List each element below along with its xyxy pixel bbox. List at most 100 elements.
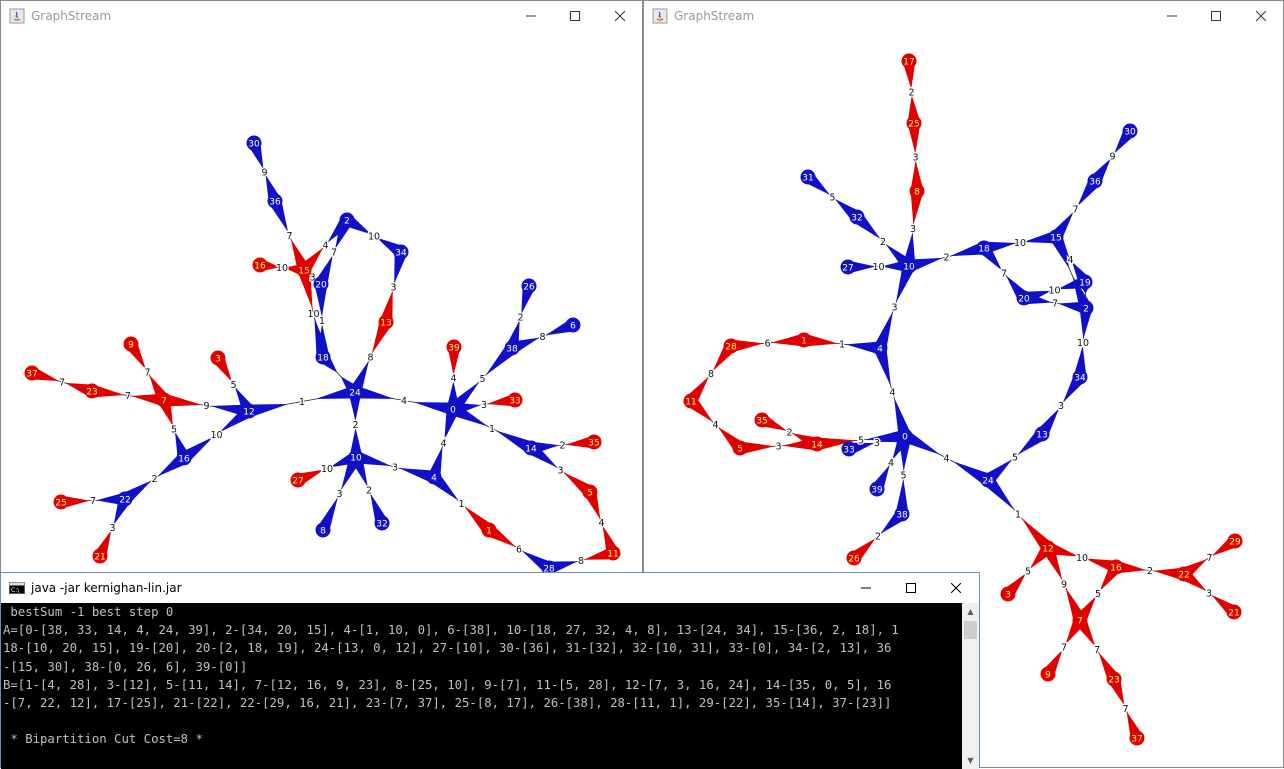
left-node-3[interactable]: 3 — [210, 350, 226, 366]
left-node-26[interactable]: 26 — [521, 278, 537, 294]
left-node-11[interactable]: 11 — [605, 545, 621, 561]
maximize-button-right[interactable] — [1193, 1, 1239, 31]
left-node-33[interactable]: 33 — [507, 392, 523, 408]
left-node-0[interactable]: 0 — [445, 401, 461, 417]
right-node-18[interactable]: 18 — [976, 240, 992, 256]
left-node-12[interactable]: 12 — [241, 403, 257, 419]
left-node-23[interactable]: 23 — [84, 383, 100, 399]
console-close-button[interactable] — [933, 573, 979, 603]
left-node-21[interactable]: 21 — [92, 548, 108, 564]
console-maximize-button[interactable] — [888, 573, 934, 603]
right-node-12[interactable]: 12 — [1040, 540, 1056, 556]
left-node-32[interactable]: 32 — [374, 515, 390, 531]
left-node-7[interactable]: 7 — [156, 392, 172, 408]
right-node-21[interactable]: 21 — [1226, 604, 1242, 620]
left-node-34[interactable]: 34 — [393, 244, 409, 260]
console-output[interactable]: bestSum -1 best step 0 A=[0-[38, 33, 14, … — [1, 603, 965, 769]
left-node-9[interactable]: 9 — [123, 336, 139, 352]
left-node-25[interactable]: 25 — [53, 494, 69, 510]
right-node-9[interactable]: 9 — [1040, 666, 1056, 682]
right-node-24[interactable]: 24 — [980, 472, 996, 488]
right-node-16[interactable]: 16 — [1108, 559, 1124, 575]
right-node-0[interactable]: 0 — [897, 428, 913, 444]
left-node-22[interactable]: 22 — [117, 491, 133, 507]
close-button-left[interactable] — [597, 1, 643, 31]
left-node-16[interactable]: 16 — [176, 450, 192, 466]
console-window[interactable]: C:\ java -jar kernighan-lin.jar bestSum … — [0, 572, 980, 769]
right-node-23[interactable]: 23 — [1106, 671, 1122, 687]
left-node-4[interactable]: 4 — [426, 469, 442, 485]
console-scrollbar[interactable]: ▲ ▼ — [962, 603, 979, 769]
left-node-18[interactable]: 18 — [315, 349, 331, 365]
minimize-icon — [1167, 15, 1177, 17]
right-node-11[interactable]: 11 — [683, 393, 699, 409]
scroll-down-icon[interactable]: ▼ — [967, 756, 974, 765]
right-node-34[interactable]: 34 — [1072, 369, 1088, 385]
right-node-5[interactable]: 5 — [732, 440, 748, 456]
right-node-27[interactable]: 27 — [840, 259, 856, 275]
minimize-button-left[interactable] — [508, 1, 554, 31]
left-node-8[interactable]: 8 — [315, 522, 331, 538]
right-node-33[interactable]: 33 — [841, 441, 857, 457]
right-node-4[interactable]: 4 — [872, 340, 888, 356]
left-node-10[interactable]: 10 — [348, 449, 364, 465]
right-node-13[interactable]: 13 — [1034, 426, 1050, 442]
right-node-3[interactable]: 3 — [1000, 586, 1016, 602]
left-node-13[interactable]: 13 — [378, 314, 394, 330]
right-node-29[interactable]: 29 — [1227, 533, 1243, 549]
left-node-20[interactable]: 20 — [313, 276, 329, 292]
right-node-37[interactable]: 37 — [1129, 730, 1145, 746]
right-node-15[interactable]: 15 — [1048, 229, 1064, 245]
left-node-14[interactable]: 14 — [523, 440, 539, 456]
left-node-36[interactable]: 36 — [267, 193, 283, 209]
left-node-15[interactable]: 15 — [296, 262, 312, 278]
right-node-7[interactable]: 7 — [1072, 612, 1088, 628]
right-node-22[interactable]: 22 — [1176, 566, 1192, 582]
left-node-30[interactable]: 30 — [246, 135, 262, 151]
right-node-2[interactable]: 2 — [1078, 300, 1094, 316]
console-minimize-button[interactable] — [843, 573, 889, 603]
minimize-button-right[interactable] — [1149, 1, 1195, 31]
title-bar-right[interactable]: GraphStream — [644, 1, 1283, 31]
left-node-6[interactable]: 6 — [565, 317, 581, 333]
right-node-30[interactable]: 30 — [1122, 123, 1138, 139]
right-edge-weight: 2 — [1147, 566, 1153, 577]
title-bar-left[interactable]: GraphStream — [1, 1, 642, 31]
right-node-35[interactable]: 35 — [754, 412, 770, 428]
right-node-26[interactable]: 26 — [846, 550, 862, 566]
right-node-17[interactable]: 17 — [901, 53, 917, 69]
left-node-16[interactable]: 16 — [252, 257, 268, 273]
left-node-28[interactable]: 28 — [541, 560, 557, 576]
right-node-10[interactable]: 10 — [901, 258, 917, 274]
left-node-38[interactable]: 38 — [504, 340, 520, 356]
right-node-31[interactable]: 31 — [800, 169, 816, 185]
right-node-38[interactable]: 38 — [894, 506, 910, 522]
left-node-24[interactable]: 24 — [347, 384, 363, 400]
right-node-8[interactable]: 8 — [909, 183, 925, 199]
right-node-25[interactable]: 25 — [906, 115, 922, 131]
right-node-28[interactable]: 28 — [723, 338, 739, 354]
left-node-1[interactable]: 1 — [481, 522, 497, 538]
right-node-19[interactable]: 19 — [1077, 274, 1093, 290]
scroll-up-icon[interactable]: ▲ — [967, 607, 974, 616]
close-button-right[interactable] — [1238, 1, 1284, 31]
scroll-thumb[interactable] — [964, 621, 977, 639]
right-node-1[interactable]: 1 — [796, 332, 812, 348]
node-circle — [481, 522, 497, 538]
right-node-14[interactable]: 14 — [809, 436, 825, 452]
left-node-37[interactable]: 37 — [24, 365, 40, 381]
left-node-5[interactable]: 5 — [582, 484, 598, 500]
left-node-35[interactable]: 35 — [586, 434, 602, 450]
left-node-2[interactable]: 2 — [339, 212, 355, 228]
left-node-27[interactable]: 27 — [290, 472, 306, 488]
left-node-39[interactable]: 39 — [446, 339, 462, 355]
right-edge-weight: 1 — [1015, 510, 1021, 521]
console-title-bar[interactable]: C:\ java -jar kernighan-lin.jar — [1, 573, 979, 603]
right-node-20[interactable]: 20 — [1016, 290, 1032, 306]
right-node-32[interactable]: 32 — [849, 209, 865, 225]
right-node-39[interactable]: 39 — [869, 481, 885, 497]
maximize-button-left[interactable] — [552, 1, 598, 31]
right-node-36[interactable]: 36 — [1087, 173, 1103, 189]
